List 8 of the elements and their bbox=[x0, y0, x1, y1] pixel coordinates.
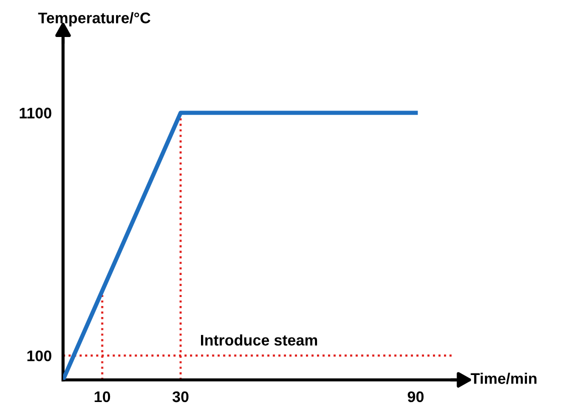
x-axis-title: Time/min bbox=[470, 372, 536, 384]
ref-line-label: Introduce steam bbox=[201, 334, 318, 346]
x-tick-label: 10 bbox=[94, 391, 110, 402]
x-tick-label: 30 bbox=[172, 391, 188, 402]
y-tick-label: 100 bbox=[27, 350, 52, 362]
y-axis-title: Temperature/°C bbox=[38, 12, 150, 26]
x-tick-label: 90 bbox=[408, 391, 424, 402]
y-tick-label: 1100 bbox=[20, 108, 52, 118]
